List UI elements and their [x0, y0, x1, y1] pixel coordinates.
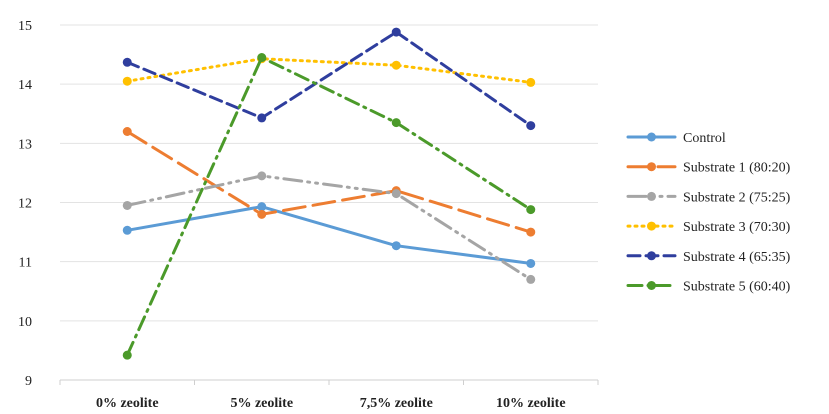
series-5	[122, 27, 536, 131]
y-tick-label: 13	[18, 137, 32, 152]
data-point	[526, 121, 536, 131]
y-tick-label: 10	[18, 315, 32, 330]
data-point	[257, 202, 267, 212]
legend-item: Substrate 4 (65:35)	[626, 250, 791, 265]
series-1	[122, 202, 536, 268]
x-axis-ticks: 0% zeolite 5% zeolite 7,5% zeolite 10% zeol…	[59, 380, 599, 411]
legend-marker	[647, 221, 656, 231]
series-line	[125, 57, 533, 84]
data-point	[391, 241, 401, 251]
data-point	[122, 127, 132, 136]
legend-item: Substrate 2 (75:25)	[626, 190, 791, 205]
legend-item: Substrate 3 (70:30)	[626, 220, 791, 235]
y-axis-ticks: 9 10 11 12 13 14 15	[18, 19, 32, 389]
legend-marker	[647, 251, 656, 261]
data-point	[257, 113, 267, 123]
data-point	[257, 171, 267, 181]
legend-marker	[647, 191, 656, 201]
data-point	[122, 57, 132, 67]
series-line	[125, 30, 533, 128]
gridlines	[60, 24, 598, 322]
series-3	[122, 171, 536, 284]
legend-item: Substrate 1 (80:20)	[626, 161, 791, 176]
data-point	[526, 227, 536, 237]
y-tick-label: 12	[18, 197, 32, 212]
legend-label: Substrate 2 (75:25)	[683, 190, 791, 205]
legend-marker	[647, 132, 656, 142]
x-tick-label: 7,5% zeolite	[360, 396, 433, 411]
legend-label: Control	[683, 131, 726, 146]
data-point	[122, 350, 132, 360]
data-point	[391, 189, 401, 199]
data-point	[257, 53, 267, 63]
series-line	[125, 205, 533, 265]
legend-item: Substrate 5 (60:40)	[626, 280, 791, 295]
series-4	[122, 54, 536, 87]
series-line	[125, 174, 533, 281]
legend-marker	[647, 162, 656, 172]
data-point	[391, 60, 401, 70]
data-point	[122, 225, 132, 235]
data-point	[122, 76, 132, 86]
y-tick-label: 11	[19, 256, 32, 271]
data-point	[122, 200, 132, 210]
y-tick-label: 14	[18, 78, 32, 93]
data-point	[391, 118, 401, 128]
x-tick-label: 5% zeolite	[230, 396, 293, 411]
series-6	[122, 53, 536, 360]
series-line	[125, 130, 533, 234]
y-tick-label: 9	[25, 374, 32, 389]
legend-item: Control	[626, 131, 726, 146]
data-point	[526, 77, 536, 87]
series-line	[125, 56, 533, 357]
legend-label: Substrate 4 (65:35)	[683, 250, 791, 265]
series-lines	[122, 27, 536, 360]
data-point	[257, 209, 267, 219]
legend-marker	[647, 281, 656, 290]
data-point	[526, 274, 536, 284]
legend-label: Substrate 5 (60:40)	[683, 280, 791, 295]
legend-label: Substrate 1 (80:20)	[683, 161, 791, 176]
legend-label: Substrate 3 (70:30)	[683, 220, 791, 235]
x-tick-label: 10% zeolite	[496, 396, 566, 411]
data-point	[391, 27, 401, 37]
y-tick-label: 15	[18, 19, 32, 34]
x-tick-label: 0% zeolite	[96, 396, 159, 411]
data-point	[526, 205, 536, 215]
legend: Control Substrate 1 (80:20) Substrate 2 (7…	[626, 131, 791, 295]
data-point	[526, 258, 536, 268]
